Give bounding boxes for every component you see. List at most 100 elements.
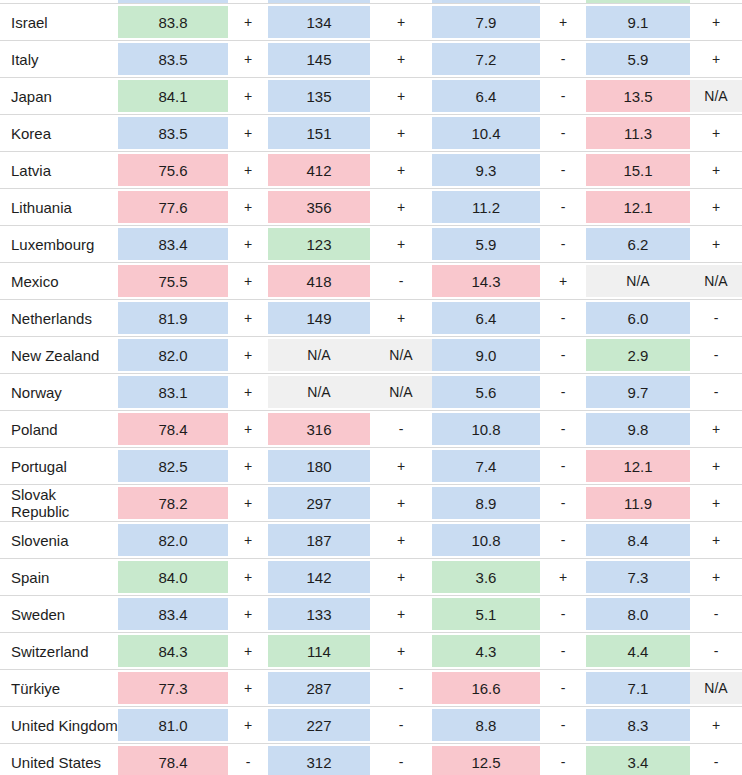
value-cell: 11.3 — [586, 117, 690, 149]
trend-indicator: - — [540, 376, 586, 408]
value-cell: 10.4 — [432, 117, 540, 149]
value-cell: 82.0 — [118, 339, 228, 371]
table-row: Lithuania77.6+356+11.2-12.1+ — [0, 189, 742, 226]
trend-indicator: - — [690, 746, 742, 775]
trend-indicator: + — [228, 191, 268, 223]
value-cell: 10.8 — [432, 413, 540, 445]
trend-indicator — [540, 0, 586, 3]
trend-indicator: - — [690, 376, 742, 408]
value-cell: 9.3 — [432, 154, 540, 186]
table-body: Israel83.8+134+7.9+9.1+Italy83.5+145+7.2… — [0, 0, 742, 775]
trend-indicator: + — [228, 598, 268, 630]
trend-indicator: - — [540, 709, 586, 741]
value-cell: 8.8 — [432, 709, 540, 741]
value-cell: 77.3 — [118, 672, 228, 704]
trend-indicator: + — [690, 561, 742, 593]
country-label: United Kingdom — [0, 707, 118, 743]
value-cell: 83.4 — [118, 598, 228, 630]
table-row: Israel83.8+134+7.9+9.1+ — [0, 4, 742, 41]
trend-indicator: + — [690, 228, 742, 260]
trend-indicator: + — [370, 450, 432, 482]
trend-indicator: + — [228, 672, 268, 704]
table-row: Italy83.5+145+7.2-5.9+ — [0, 41, 742, 78]
trend-indicator: - — [370, 746, 432, 775]
trend-indicator: + — [228, 709, 268, 741]
trend-indicator: + — [370, 191, 432, 223]
trend-indicator: + — [690, 524, 742, 556]
country-label: Japan — [0, 78, 118, 114]
value-cell: 5.1 — [432, 598, 540, 630]
value-cell: 78.4 — [118, 746, 228, 775]
trend-indicator: + — [370, 561, 432, 593]
trend-indicator: N/A — [370, 376, 432, 408]
trend-indicator: - — [370, 265, 432, 297]
country-label: Sweden — [0, 596, 118, 632]
country-label — [0, 0, 118, 3]
trend-indicator: + — [228, 43, 268, 75]
value-cell: 14.3 — [432, 265, 540, 297]
trend-indicator: + — [228, 524, 268, 556]
table-row: Netherlands81.9+149+6.4-6.0- — [0, 300, 742, 337]
value-cell — [432, 0, 540, 3]
trend-indicator: - — [690, 339, 742, 371]
trend-indicator: + — [370, 598, 432, 630]
trend-indicator: + — [370, 80, 432, 112]
trend-indicator: - — [540, 635, 586, 667]
value-cell: 356 — [268, 191, 370, 223]
value-cell: 7.1 — [586, 672, 690, 704]
value-cell: 84.1 — [118, 80, 228, 112]
trend-indicator: - — [540, 191, 586, 223]
value-cell: 84.0 — [118, 561, 228, 593]
value-cell: 135 — [268, 80, 370, 112]
value-cell: 133 — [268, 598, 370, 630]
trend-indicator: + — [228, 6, 268, 38]
value-cell: 9.7 — [586, 376, 690, 408]
trend-indicator: - — [370, 709, 432, 741]
trend-indicator: + — [228, 376, 268, 408]
value-cell: 9.8 — [586, 413, 690, 445]
trend-indicator: + — [228, 635, 268, 667]
trend-indicator: - — [690, 635, 742, 667]
value-cell: 7.2 — [432, 43, 540, 75]
trend-indicator: + — [228, 561, 268, 593]
trend-indicator: + — [690, 117, 742, 149]
value-cell: 8.0 — [586, 598, 690, 630]
country-label: Netherlands — [0, 300, 118, 336]
table-row: Slovenia82.0+187+10.8-8.4+ — [0, 522, 742, 559]
value-cell: 11.2 — [432, 191, 540, 223]
country-label: Poland — [0, 411, 118, 447]
trend-indicator: + — [690, 450, 742, 482]
value-cell: 5.6 — [432, 376, 540, 408]
country-label: Mexico — [0, 263, 118, 299]
value-cell: 10.8 — [432, 524, 540, 556]
value-cell: 81.9 — [118, 302, 228, 334]
trend-indicator: + — [228, 339, 268, 371]
trend-indicator: - — [540, 43, 586, 75]
country-label: Slovenia — [0, 522, 118, 558]
country-comparison-table: Israel83.8+134+7.9+9.1+Italy83.5+145+7.2… — [0, 0, 742, 775]
trend-indicator: - — [540, 339, 586, 371]
table-row: Sweden83.4+133+5.1-8.0- — [0, 596, 742, 633]
trend-indicator: - — [540, 487, 586, 519]
trend-indicator — [370, 0, 432, 3]
trend-indicator: + — [690, 487, 742, 519]
value-cell: 81.0 — [118, 709, 228, 741]
value-cell: 75.6 — [118, 154, 228, 186]
country-label: United States — [0, 744, 118, 775]
country-label: Israel — [0, 4, 118, 40]
value-cell: 3.6 — [432, 561, 540, 593]
value-cell: 12.1 — [586, 450, 690, 482]
trend-indicator: + — [370, 154, 432, 186]
value-cell: 7.4 — [432, 450, 540, 482]
value-cell: 287 — [268, 672, 370, 704]
trend-indicator: + — [370, 635, 432, 667]
value-cell: 180 — [268, 450, 370, 482]
value-cell: 77.6 — [118, 191, 228, 223]
table-row: United Kingdom81.0+227-8.8-8.3+ — [0, 707, 742, 744]
trend-indicator: + — [228, 413, 268, 445]
value-cell: 114 — [268, 635, 370, 667]
trend-indicator: - — [690, 598, 742, 630]
table-row: Portugal82.5+180+7.4-12.1+ — [0, 448, 742, 485]
table-row: United States78.4-312-12.5-3.4- — [0, 744, 742, 775]
trend-indicator: - — [370, 413, 432, 445]
